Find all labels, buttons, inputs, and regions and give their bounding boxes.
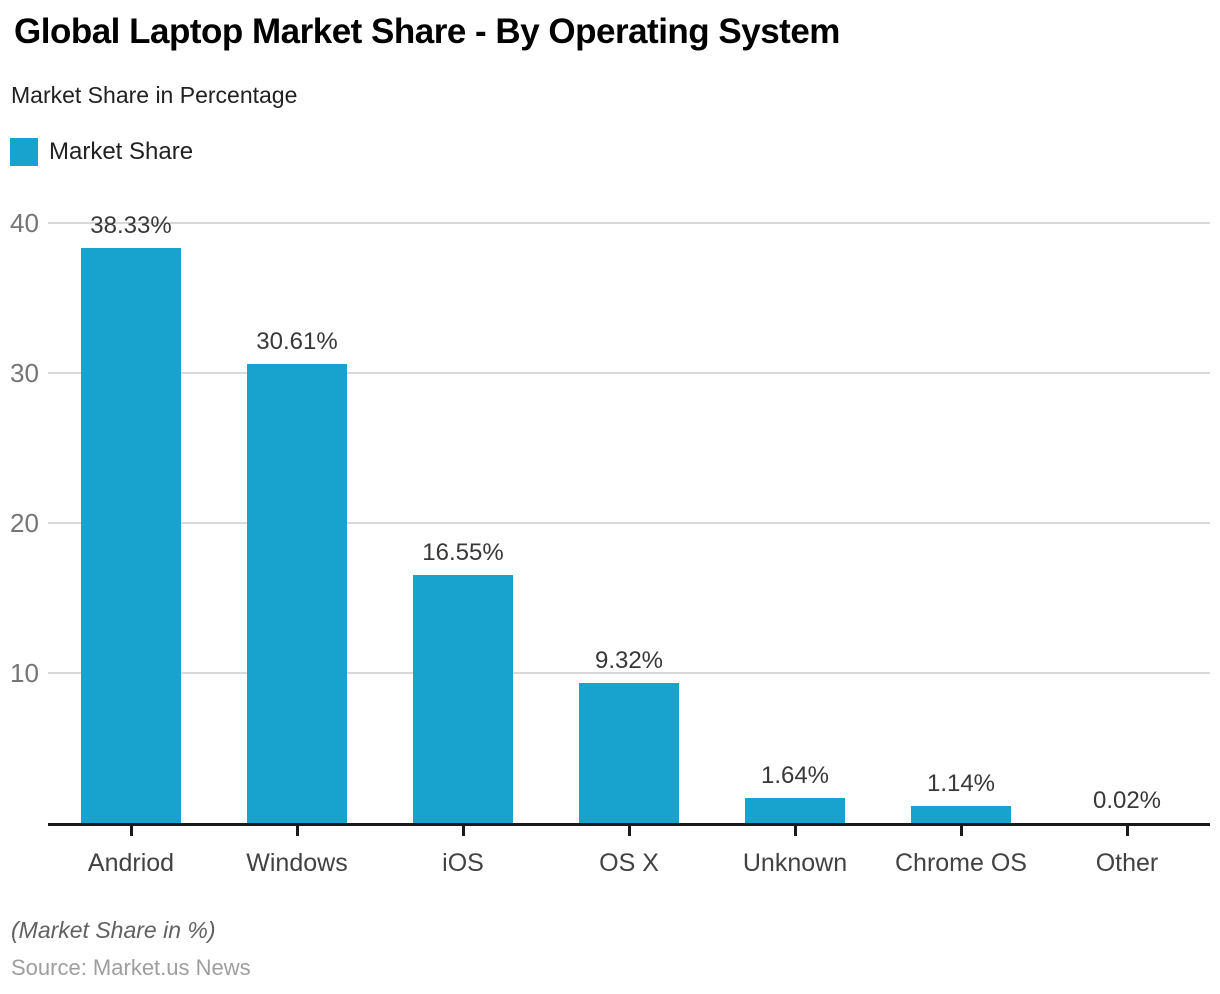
bar-value-label: 0.02% <box>1092 786 1162 814</box>
bar-value-label: 16.55% <box>422 538 504 566</box>
bar-value-label: 38.33% <box>90 212 172 240</box>
x-axis-tick <box>295 826 299 836</box>
x-axis-category: Windows <box>214 826 380 878</box>
bars: 38.33% 30.61% 16.55% 9.32% 1.64% 1.14% 0.02% <box>48 200 1210 823</box>
bar-slot: 1.14% <box>878 200 1044 823</box>
gridline <box>48 222 1210 224</box>
x-axis-tick <box>129 826 133 836</box>
plot-area: 10 20 30 40 38.33% 30.61% 16.55% 9.32% 1.64% 1.1… <box>0 200 1220 826</box>
bar-chrome-os[interactable] <box>911 805 1011 823</box>
legend[interactable]: Market Share <box>10 138 193 166</box>
y-axis-tick-label: 40 <box>10 208 39 238</box>
bar-slot: 0.02% <box>1044 200 1210 823</box>
x-axis-label: Windows <box>246 849 348 877</box>
x-axis-category: OS X <box>546 826 712 878</box>
gridline <box>48 372 1210 374</box>
footer-source: Source: Market.us News <box>11 955 251 980</box>
x-axis-label: Chrome OS <box>895 849 1027 877</box>
x-axis-line <box>48 823 1210 826</box>
bar-slot: 1.64% <box>712 200 878 823</box>
x-axis-category: Chrome OS <box>878 826 1044 878</box>
x-axis-label: iOS <box>442 849 484 877</box>
x-axis-label: OS X <box>599 849 659 877</box>
bar-windows[interactable] <box>247 363 347 823</box>
x-axis-tick <box>959 826 963 836</box>
bar-slot: 9.32% <box>546 200 712 823</box>
gridline <box>48 672 1210 674</box>
y-axis-tick-label: 10 <box>10 658 39 688</box>
x-axis-label: Other <box>1095 849 1159 877</box>
x-axis-tick <box>1125 826 1129 836</box>
bar-andriod[interactable] <box>81 248 181 823</box>
x-axis-category: Unknown <box>712 826 878 878</box>
bar-value-label: 1.64% <box>760 762 830 790</box>
bar-slot: 16.55% <box>380 200 546 823</box>
bar-unknown[interactable] <box>745 798 845 823</box>
gridline <box>48 522 1210 524</box>
bar-value-label: 9.32% <box>594 647 664 675</box>
x-axis-category: iOS <box>380 826 546 878</box>
x-axis-tick <box>461 826 465 836</box>
bar-ios[interactable] <box>413 574 513 823</box>
legend-label: Market Share <box>49 138 194 165</box>
bar-slot: 30.61% <box>214 200 380 823</box>
x-axis-labels: Andriod Windows iOS OS X Unknown Chrome OS Oth… <box>48 826 1210 878</box>
legend-swatch-icon <box>10 138 38 166</box>
y-axis-tick-label: 30 <box>10 358 39 388</box>
bar-value-label: 1.14% <box>926 769 996 797</box>
x-axis-label: Andriod <box>87 849 175 877</box>
y-axis-tick-label: 20 <box>10 508 39 538</box>
bar-slot: 38.33% <box>48 200 214 823</box>
chart-title: Global Laptop Market Share - By Operatin… <box>14 12 840 51</box>
x-axis-tick <box>627 826 631 836</box>
chart-subtitle: Market Share in Percentage <box>11 82 298 108</box>
bar-os-x[interactable] <box>579 683 679 823</box>
bar-value-label: 30.61% <box>256 327 338 355</box>
footer-note: (Market Share in %) <box>11 917 216 943</box>
x-axis-tick <box>793 826 797 836</box>
x-axis-category: Andriod <box>48 826 214 878</box>
x-axis-category: Other <box>1044 826 1210 878</box>
x-axis-label: Unknown <box>742 849 848 877</box>
